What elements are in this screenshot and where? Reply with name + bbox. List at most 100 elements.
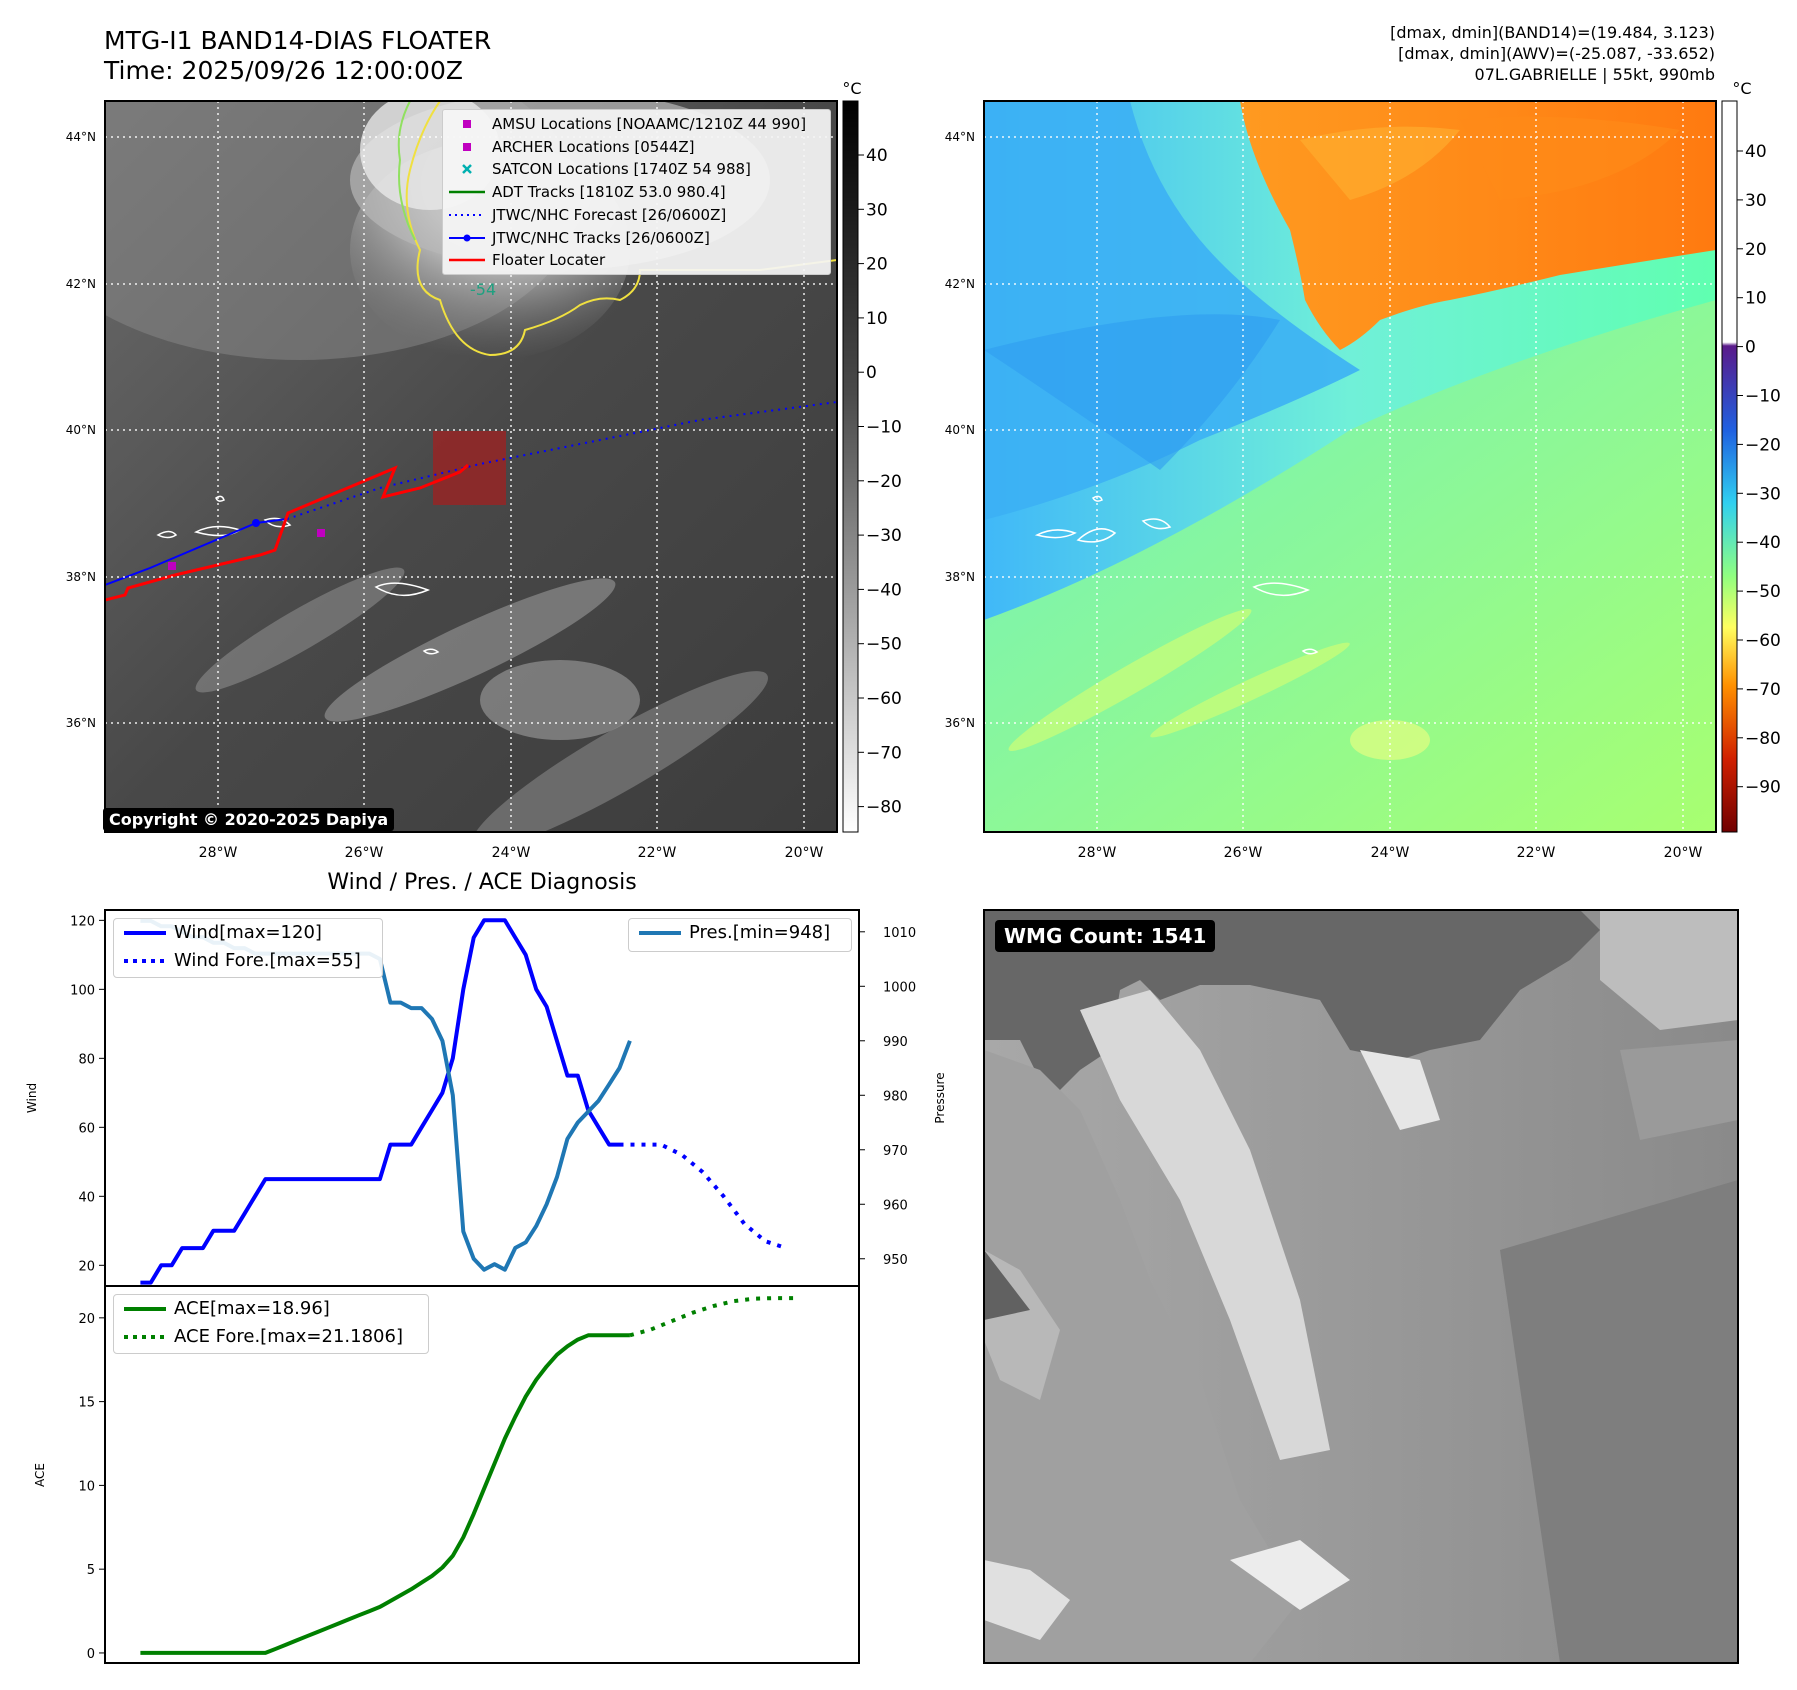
ir-lat-label: 38°N <box>66 570 96 584</box>
ace-ytick-label: 0 <box>87 1647 95 1662</box>
wind-ytick-label: 120 <box>70 914 95 929</box>
ir-colorbar-tick-label: −10 <box>866 418 902 438</box>
ir-legend-label: Floater Locater <box>492 251 606 270</box>
legend-wind: Wind[max=120] <box>114 919 382 947</box>
wv-colorbar-tick-label: −40 <box>1745 533 1781 553</box>
copyright-label: Copyright © 2020-2025 Dapiya <box>103 808 395 831</box>
wind-series-line <box>140 918 620 1285</box>
ir-legend-label: JTWC/NHC Tracks [26/0600Z] <box>492 228 710 247</box>
wv-lon-label: 22°W <box>1517 845 1556 861</box>
wind-axis-label: Wind <box>25 1083 39 1113</box>
jtwc-track-point <box>252 519 260 527</box>
wv-colorbar-tick-label: −60 <box>1745 631 1781 651</box>
ace-series-line <box>140 1333 630 1655</box>
jtwc-forecast-line <box>286 401 837 520</box>
ir-legend-symbol <box>463 120 471 128</box>
ir-legend-symbol <box>449 258 485 262</box>
pressure-ytick-label: 990 <box>883 1035 908 1050</box>
pressure-ytick-label: 970 <box>883 1144 908 1159</box>
ir-lon-label: 20°W <box>785 845 824 861</box>
wv-colorbar-tick-label: 20 <box>1745 240 1767 260</box>
ir-legend-symbol <box>449 190 485 194</box>
wv-map-frame <box>983 100 1717 833</box>
wind-forecast-series-line <box>619 1142 787 1250</box>
ir-colorbar-tick-label: 40 <box>866 146 888 166</box>
wv-colorbar-tick-label: −50 <box>1745 582 1781 602</box>
legend-ace-forecast-label: ACE Fore.[max=21.1806] <box>174 1326 403 1347</box>
ir-legend-item: ADT Tracks [1810Z 53.0 980.4] <box>443 181 830 203</box>
ir-legend-label: SATCON Locations [1740Z 54 988] <box>492 160 751 179</box>
contour-label: -54 <box>470 280 496 299</box>
wind-ytick-label: 100 <box>70 983 95 998</box>
ir-legend-label: AMSU Locations [NOAAMC/1210Z 44 990] <box>492 115 807 133</box>
ir-lon-label: 22°W <box>638 845 677 861</box>
title-line-1: MTG-I1 BAND14-DIAS FLOATER <box>104 26 492 55</box>
wv-colorbar-tick-label: −80 <box>1745 729 1781 749</box>
wv-lon-label: 20°W <box>1664 845 1703 861</box>
ir-lon-label: 28°W <box>199 845 238 861</box>
ace-forecast-series-line <box>629 1296 797 1338</box>
ir-colorbar-tick-label: 10 <box>866 309 888 329</box>
ir-legend-item: JTWC/NHC Tracks [26/0600Z] <box>443 227 830 249</box>
wind-ytick-label: 80 <box>78 1052 95 1067</box>
ace-ytick-label: 5 <box>87 1563 95 1578</box>
ir-lat-label: 42°N <box>66 277 96 291</box>
wv-colorbar-tick-label: 40 <box>1745 142 1767 162</box>
ir-colorbar-tick-label: −70 <box>866 743 902 763</box>
title-line-2: Time: 2025/09/26 12:00:00Z <box>104 56 463 85</box>
legend-pressure: Pres.[min=948] <box>629 919 851 947</box>
jtwc-track-line <box>105 518 288 586</box>
ir-colorbar <box>842 100 859 833</box>
ace-ytick-label: 15 <box>78 1396 95 1411</box>
wv-colorbar-tick-label: 0 <box>1745 338 1756 358</box>
info-line-2: [dmax, dmin](AWV)=(-25.087, -33.652) <box>1398 44 1715 63</box>
pressure-ytick-label: 1010 <box>883 926 916 941</box>
ir-legend-label: JTWC/NHC Forecast [26/0600Z] <box>492 205 727 224</box>
ir-colorbar-unit: °C <box>842 79 861 98</box>
wv-lat-label: 44°N <box>945 130 975 144</box>
legend-wind-forecast-label: Wind Fore.[max=55] <box>174 950 361 971</box>
legend-pressure-label: Pres.[min=948] <box>689 922 831 943</box>
ir-legend-symbol <box>449 213 485 216</box>
wv-colorbar-tick-label: 30 <box>1745 191 1767 211</box>
ir-legend-item: ARCHER Locations [0544Z] <box>443 136 830 158</box>
figure-title: MTG-I1 BAND14-DIAS FLOATER Time: 2025/09… <box>104 26 491 86</box>
wv-colorbar-tick-label: −90 <box>1745 778 1781 798</box>
ir-colorbar-tick-label: −60 <box>866 689 902 709</box>
pressure-ytick-label: 960 <box>883 1198 908 1213</box>
ir-colorbar-tick-label: 30 <box>866 200 888 220</box>
ir-lat-label: 44°N <box>66 130 96 144</box>
wv-lon-label: 26°W <box>1224 845 1263 861</box>
wv-colorbar-tick-label: −10 <box>1745 387 1781 407</box>
ir-legend-symbol <box>449 234 485 241</box>
wv-lat-label: 42°N <box>945 277 975 291</box>
wv-colorbar-tick-label: −70 <box>1745 680 1781 700</box>
wind-ytick-label: 60 <box>78 1121 95 1136</box>
ir-colorbar-tick-label: −40 <box>866 580 902 600</box>
wmg-frame <box>983 909 1739 1664</box>
pressure-legend: Pres.[min=948] <box>628 918 852 952</box>
ir-legend-label: ADT Tracks [1810Z 53.0 980.4] <box>492 183 726 202</box>
wv-lat-label: 36°N <box>945 716 975 730</box>
ir-legend-label: ARCHER Locations [0544Z] <box>492 137 695 156</box>
ir-legend-symbol <box>463 142 471 151</box>
wind-legend: Wind[max=120] Wind Fore.[max=55] <box>113 918 383 978</box>
ir-lon-label: 26°W <box>345 845 384 861</box>
diagnosis-title: Wind / Pres. / ACE Diagnosis <box>327 870 636 895</box>
info-line-3: 07L.GABRIELLE | 55kt, 990mb <box>1474 65 1715 84</box>
ir-legend-item: SATCON Locations [1740Z 54 988] <box>443 158 830 180</box>
legend-ace: ACE[max=18.96] <box>114 1295 428 1323</box>
floater-locater-line <box>105 463 469 602</box>
ir-lat-label: 40°N <box>66 423 96 437</box>
pressure-axis-label: Pressure <box>933 1072 947 1123</box>
ir-lon-label: 24°W <box>492 845 531 861</box>
ir-colorbar-tick-label: 0 <box>866 363 877 383</box>
legend-ace-forecast: ACE Fore.[max=21.1806] <box>114 1323 428 1351</box>
ace-ytick-label: 20 <box>78 1312 95 1327</box>
ace-ytick-label: 10 <box>78 1479 95 1494</box>
floater-box <box>433 431 506 505</box>
ir-legend-symbol <box>462 164 472 175</box>
ir-legend-item: AMSU Locations [NOAAMC/1210Z 44 990] <box>443 113 830 135</box>
pressure-ytick-label: 950 <box>883 1253 908 1268</box>
